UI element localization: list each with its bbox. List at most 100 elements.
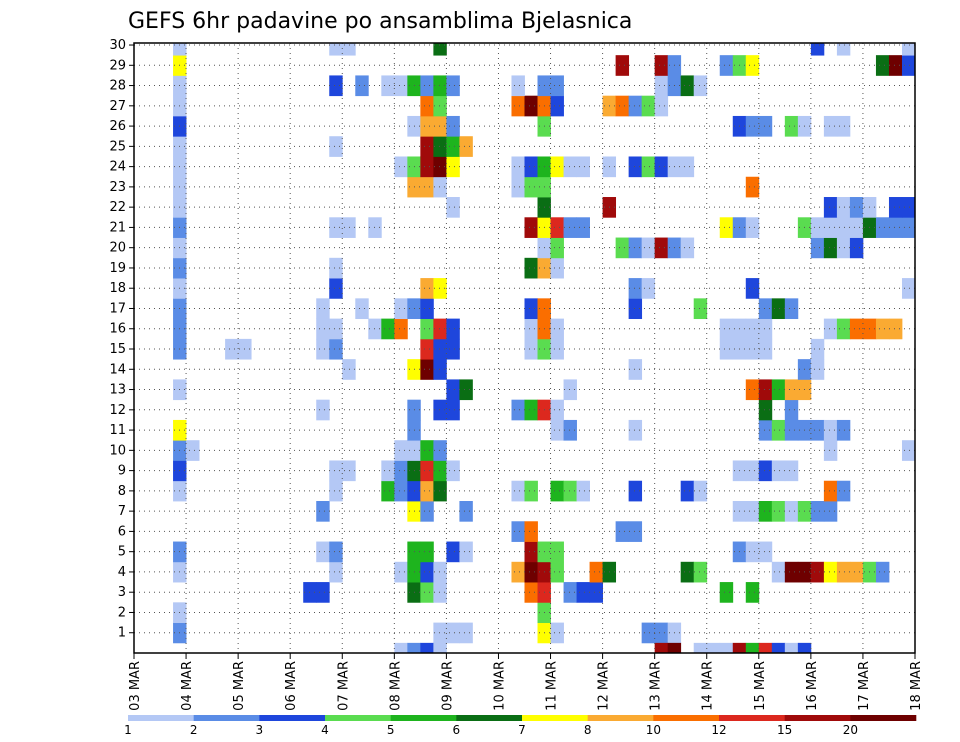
colorbar: 1 2 3 4 5 6 7 8 10 12 15 20: [124, 715, 917, 737]
heatmap-cell: [342, 217, 356, 238]
heatmap-cell: [563, 480, 577, 502]
heatmap-cell: [368, 217, 382, 238]
heatmap-cell: [316, 541, 330, 563]
heatmap-cell: [745, 501, 760, 522]
heatmap-cell: [810, 217, 825, 238]
heatmap-cell: [719, 582, 734, 603]
heatmap-cell: [654, 95, 669, 117]
heatmap-cell: [758, 501, 773, 522]
heatmap-cell: [888, 55, 903, 76]
heatmap-cell: [433, 95, 447, 117]
heatmap-cell: [810, 338, 825, 360]
heatmap-cell: [446, 460, 460, 482]
heatmap-cell: [524, 95, 538, 117]
colorbar-swatch: [719, 715, 785, 721]
heatmap-cell: [381, 318, 395, 340]
colorbar-swatch: [850, 715, 917, 721]
colorbar-label: 4: [321, 723, 329, 737]
heatmap-cell: [719, 55, 734, 76]
y-axis: 1234567891011121314151617181920212223242…: [109, 38, 134, 641]
heatmap-cell: [433, 338, 447, 360]
heatmap-cell: [329, 75, 343, 97]
heatmap-cell: [420, 156, 434, 178]
heatmap-cell: [446, 115, 460, 137]
heatmap-cell: [433, 176, 447, 198]
heatmap-cell: [550, 257, 564, 279]
heatmap-cell: [693, 298, 708, 320]
heatmap-cell: [745, 55, 760, 76]
heatmap-cell: [186, 440, 200, 461]
heatmap-cell: [433, 136, 447, 157]
heatmap-cell: [511, 156, 525, 178]
heatmap-cell: [888, 217, 903, 238]
y-tick-label: 26: [109, 119, 126, 134]
heatmap-cell: [329, 541, 343, 563]
heatmap-cell: [550, 156, 564, 178]
heatmap-cell: [511, 75, 525, 97]
colorbar-swatch: [193, 715, 260, 721]
heatmap-cell: [628, 237, 643, 259]
x-tick-label: 06 MAR: [284, 661, 299, 711]
heatmap-cell: [784, 419, 799, 441]
heatmap-cell: [407, 642, 421, 654]
y-tick-label: 22: [109, 200, 126, 215]
heatmap-cell: [420, 115, 434, 137]
heatmap-cell: [433, 561, 447, 583]
heatmap-cell: [758, 338, 773, 360]
chart-title: GEFS 6hr padavine po ansamblima Bjelasni…: [128, 9, 632, 34]
heatmap-cell: [446, 318, 460, 340]
heatmap-cell: [745, 318, 760, 340]
heatmap-cell: [693, 642, 708, 654]
heatmap-cell: [420, 642, 434, 654]
heatmap-cell: [550, 217, 564, 238]
heatmap-cell: [433, 480, 447, 502]
heatmap-cell: [524, 480, 538, 502]
heatmap-cell: [836, 197, 851, 218]
y-tick-label: 15: [109, 342, 126, 357]
heatmap-cell: [823, 115, 838, 137]
y-tick-label: 5: [118, 545, 126, 560]
heatmap-cell: [550, 318, 564, 340]
heatmap-cell: [875, 561, 890, 583]
x-tick-label: 18 MAR: [909, 661, 924, 711]
heatmap-cell: [329, 278, 343, 299]
heatmap-cell: [758, 399, 773, 421]
y-tick-label: 18: [109, 281, 126, 296]
heatmap-cell: [433, 75, 447, 97]
heatmap-cell: [667, 642, 682, 654]
heatmap-cell: [693, 480, 708, 502]
heatmap-cell: [381, 480, 395, 502]
heatmap-cell: [394, 561, 408, 583]
heatmap-cell: [680, 480, 695, 502]
heatmap-cell: [719, 338, 734, 360]
colorbar-label: 1: [124, 723, 132, 737]
heatmap-cell: [459, 541, 473, 563]
heatmap-cell: [810, 561, 825, 583]
heatmap-cell: [849, 561, 864, 583]
colorbar-label: 2: [190, 723, 198, 737]
x-tick-label: 13 MAR: [649, 661, 664, 711]
heatmap-cell: [771, 642, 786, 654]
heatmap-cell: [459, 136, 473, 157]
heatmap-cell: [524, 318, 538, 340]
heatmap-cell: [641, 622, 656, 644]
heatmap-cell: [446, 541, 460, 563]
x-tick-label: 16 MAR: [805, 661, 820, 711]
y-tick-label: 9: [118, 464, 126, 479]
heatmap-cell: [810, 501, 825, 522]
heatmap-cell: [368, 318, 382, 340]
heatmap-cell: [459, 622, 473, 644]
x-tick-label: 11 MAR: [545, 661, 560, 711]
y-tick-label: 14: [109, 362, 126, 377]
heatmap-cell: [823, 419, 838, 441]
y-tick-label: 13: [109, 383, 126, 398]
heatmap-cell: [888, 197, 903, 218]
colorbar-swatch: [522, 715, 588, 721]
heatmap-cell: [641, 156, 656, 178]
heatmap-cell: [394, 75, 408, 97]
colorbar-label: 12: [711, 723, 726, 737]
heatmap-cell: [823, 501, 838, 522]
heatmap-cell: [394, 440, 408, 461]
heatmap-cell: [901, 278, 916, 299]
heatmap-cell: [329, 338, 343, 360]
